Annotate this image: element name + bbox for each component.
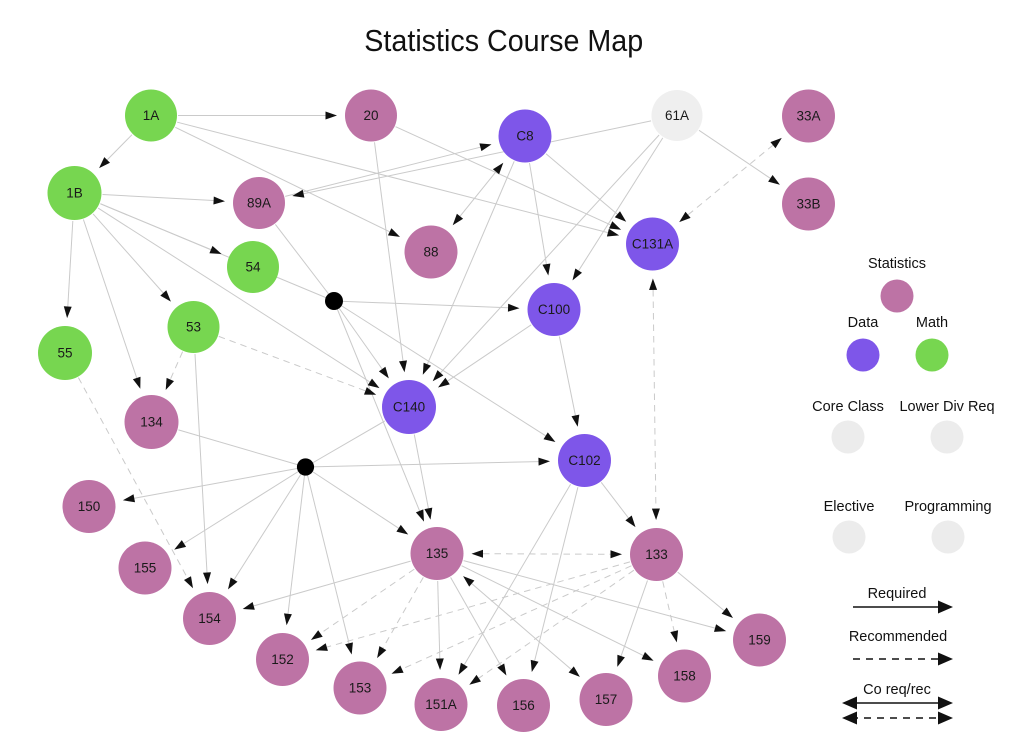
svg-text:155: 155 (134, 561, 157, 576)
svg-text:20: 20 (363, 108, 378, 123)
svg-text:33A: 33A (796, 109, 820, 124)
svg-text:C102: C102 (568, 453, 600, 468)
svg-text:C140: C140 (393, 400, 425, 415)
svg-text:154: 154 (198, 611, 221, 626)
svg-text:55: 55 (57, 346, 72, 361)
svg-text:134: 134 (140, 415, 163, 430)
svg-text:89A: 89A (247, 196, 271, 211)
svg-text:C131A: C131A (632, 237, 673, 252)
svg-text:54: 54 (245, 260, 261, 275)
svg-text:Required: Required (868, 586, 927, 602)
svg-text:135: 135 (426, 546, 449, 561)
svg-text:33B: 33B (796, 197, 820, 212)
svg-text:133: 133 (645, 547, 668, 562)
svg-text:159: 159 (748, 633, 771, 648)
svg-text:C100: C100 (538, 302, 570, 317)
svg-text:C8: C8 (516, 129, 533, 144)
svg-text:156: 156 (512, 698, 535, 713)
svg-text:1B: 1B (66, 186, 83, 201)
svg-text:88: 88 (423, 245, 438, 260)
svg-text:158: 158 (673, 669, 696, 684)
svg-text:150: 150 (78, 499, 101, 514)
svg-text:151A: 151A (425, 697, 457, 712)
svg-text:157: 157 (595, 692, 618, 707)
svg-text:Co req/rec: Co req/rec (863, 682, 931, 698)
svg-text:153: 153 (349, 681, 372, 696)
svg-text:53: 53 (186, 320, 201, 335)
svg-text:Recommended: Recommended (849, 629, 947, 645)
svg-text:1A: 1A (143, 108, 160, 123)
svg-text:152: 152 (271, 652, 294, 667)
svg-text:61A: 61A (665, 108, 689, 123)
